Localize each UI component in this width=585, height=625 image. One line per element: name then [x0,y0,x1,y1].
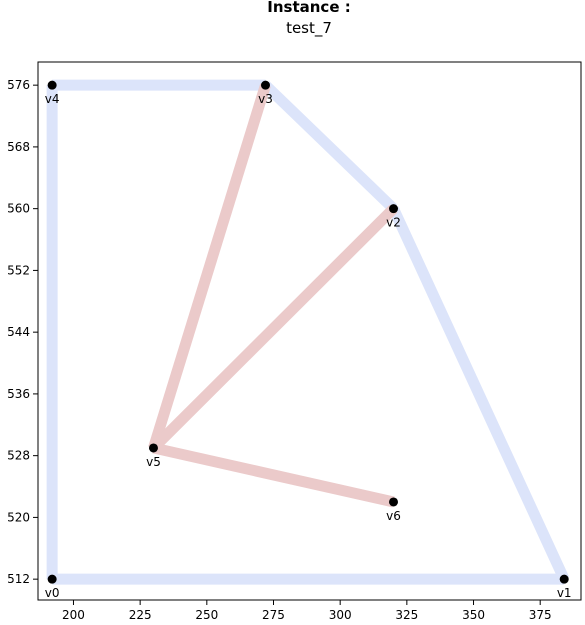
inner-edge-v5-v2 [149,204,398,452]
y-tick-label-552: 552 [7,263,30,277]
vertex-label-v1: v1 [557,586,572,600]
vertex-label-v4: v4 [45,92,60,106]
x-tick-label-300: 300 [329,608,352,622]
vertex-label-v2: v2 [386,216,401,230]
boundary-edge-v2-v3 [261,81,398,213]
y-tick-label-560: 560 [7,202,30,216]
chart-subtitle: test_7 [286,19,332,38]
y-tick-label-528: 528 [7,449,30,463]
y-tick-label-512: 512 [7,572,30,586]
x-tick-label-325: 325 [395,608,418,622]
vertex-labels: v0 v1 v2 v3 v4 v5 v6 [45,92,572,600]
x-tick-label-375: 375 [529,608,552,622]
vertex-label-v3: v3 [258,92,273,106]
x-tick-label-275: 275 [262,608,285,622]
vertex-v0 [47,574,57,584]
y-tick-label-520: 520 [7,510,30,524]
vertex-label-v6: v6 [386,509,401,523]
y-tick-label-536: 536 [7,387,30,401]
y-tick-label-544: 544 [7,325,30,339]
y-tick-label-576: 576 [7,78,30,92]
y-axis-ticks: 512 520 528 536 544 552 560 568 576 [7,78,38,586]
vertex-v1 [559,574,569,584]
vertex-v3 [260,80,270,90]
vertex-label-v5: v5 [146,455,161,469]
inner-edge-v5-v6 [152,442,395,508]
inner-edge-v5-v3 [148,83,271,450]
inner-edges [148,83,398,508]
vertex-v4 [47,80,57,90]
x-tick-label-350: 350 [462,608,485,622]
boundary-edge-v1-v2 [388,206,570,582]
x-tick-label-250: 250 [195,608,218,622]
vertices [47,80,569,584]
y-tick-label-568: 568 [7,140,30,154]
x-axis-ticks: 200 225 250 275 300 325 350 375 [62,600,552,622]
plot-frame [37,61,582,601]
x-tick-label-200: 200 [62,608,85,622]
vertex-v6 [389,497,399,507]
vertex-v5 [148,443,158,453]
x-tick-label-225: 225 [129,608,152,622]
vertex-v2 [389,204,399,214]
boundary-edges [46,79,570,585]
vertex-label-v0: v0 [45,586,60,600]
chart-title: Instance : [267,0,350,16]
